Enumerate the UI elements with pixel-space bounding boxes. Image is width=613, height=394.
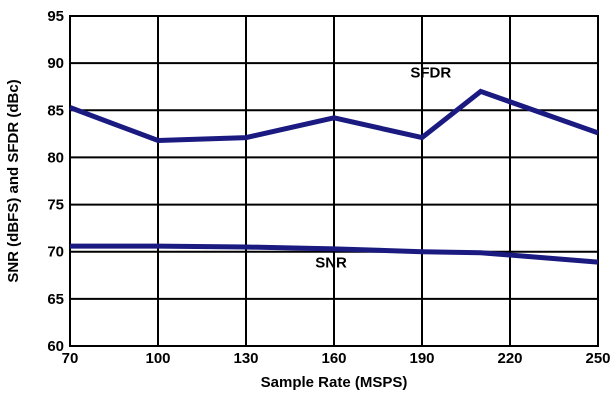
series-line-sfdr [69,88,599,144]
x-axis-ticks: 70 100 130 160 190 220 250 [62,350,611,367]
series-lines [69,88,599,265]
y-tick-label: 70 [47,244,64,261]
x-tick-label: 100 [145,350,170,367]
y-axis-label: SNR (dBFS) and SFDR (dBc) [5,79,22,282]
x-tick-label: 160 [321,350,346,367]
x-tick-label: 130 [233,350,258,367]
y-tick-label: 75 [47,197,64,214]
x-axis-label: Sample Rate (MSPS) [261,374,408,391]
plot-area-border [69,15,599,347]
x-tick-label: 190 [409,350,434,367]
y-tick-label: 80 [47,149,64,166]
y-tick-label: 65 [47,291,64,308]
series-annotations: SFDR SNR [315,64,451,271]
series-label-sfdr: SFDR [410,64,451,81]
y-tick-label: 95 [47,8,64,25]
y-tick-label: 60 [47,338,64,355]
y-tick-label: 90 [47,55,64,72]
series-label-snr: SNR [315,255,347,272]
y-tick-label: 85 [47,102,64,119]
x-tick-label: 70 [62,350,79,367]
x-tick-label: 250 [585,350,610,367]
grid [69,15,599,347]
series-line-snr [70,243,599,265]
y-axis-ticks: 60 65 70 75 80 85 90 95 [47,8,64,355]
x-tick-label: 220 [497,350,522,367]
